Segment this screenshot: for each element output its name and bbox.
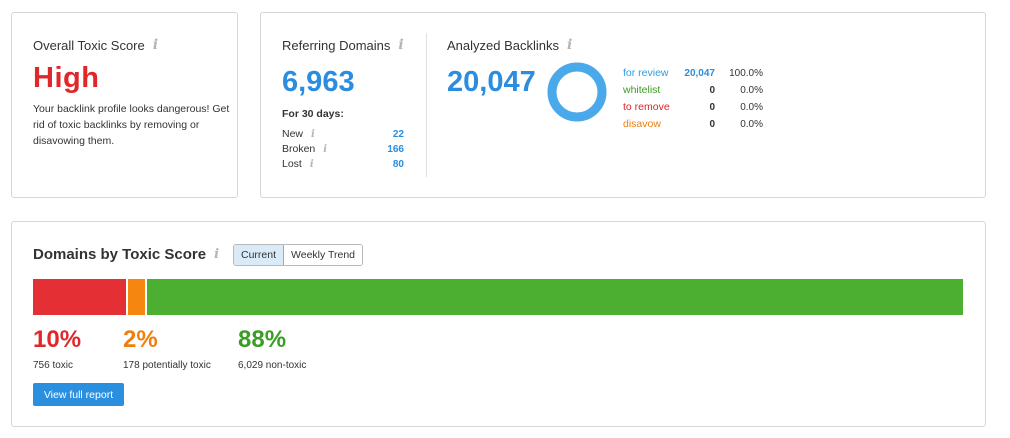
backlinks-row-percent: 0.0% <box>740 101 763 113</box>
referring-domains-header: Referring Domains i <box>282 37 404 53</box>
bar-segment-toxic[interactable] <box>33 279 126 315</box>
stat-toxic: 10% 756 toxic <box>33 326 81 371</box>
backlinks-row-value: 0 <box>709 101 715 113</box>
toxic-score-header: Overall Toxic Score i <box>33 37 158 53</box>
donut-arc-for-review <box>547 62 607 122</box>
info-icon[interactable]: i <box>152 37 159 53</box>
section-divider <box>426 33 427 177</box>
analyzed-backlinks-header: Analyzed Backlinks i <box>447 37 572 53</box>
stat-non-toxic: 88% 6,029 non-toxic <box>238 326 306 371</box>
info-icon[interactable]: i <box>311 128 315 140</box>
referring-row-value[interactable]: 166 <box>387 143 404 155</box>
info-icon[interactable]: i <box>323 143 328 155</box>
view-full-report-button[interactable]: View full report <box>33 383 124 406</box>
toxic-score-description: Your backlink profile looks dangerous! G… <box>33 103 230 147</box>
stat-label: 178 potentially toxic <box>123 360 211 371</box>
stat-percent: 10% <box>33 326 82 353</box>
referring-row-value[interactable]: 80 <box>392 158 404 170</box>
referring-backlinks-card: Referring Domains i 6,963 For 30 days: N… <box>260 12 986 198</box>
view-toggle: Current Weekly Trend <box>233 244 364 266</box>
backlinks-donut-chart <box>547 62 607 122</box>
domains-toxic-title: Domains by Toxic Score <box>33 246 207 263</box>
bar-segment-potentially-toxic[interactable] <box>126 279 145 315</box>
period-label: For 30 days: <box>282 108 344 120</box>
backlinks-row-percent: 0.0% <box>740 118 763 130</box>
stat-percent: 2% <box>123 326 158 353</box>
bar-segment-non-toxic[interactable] <box>144 279 963 315</box>
stat-label: 756 toxic <box>33 360 74 371</box>
backlinks-row-label[interactable]: to remove <box>623 101 670 113</box>
stat-potentially-toxic: 2% 178 potentially toxic <box>123 326 211 371</box>
referring-domains-title: Referring Domains <box>282 37 391 53</box>
tab-weekly-trend[interactable]: Weekly Trend <box>284 245 363 265</box>
referring-domains-count[interactable]: 6,963 <box>282 66 355 98</box>
overall-toxic-score-card: Overall Toxic Score i High Your backlink… <box>11 12 238 198</box>
backlinks-row-label[interactable]: disavow <box>623 118 661 130</box>
backlinks-row-whitelist: whitelist 0 0.0% <box>623 84 763 96</box>
backlinks-row-value[interactable]: 20,047 <box>684 67 715 79</box>
stat-percent: 88% <box>238 326 287 353</box>
backlinks-row-value: 0 <box>709 84 715 96</box>
referring-row-lost: Lost i 80 <box>282 158 404 170</box>
backlinks-row-percent: 100.0% <box>729 67 763 79</box>
referring-row-label: Broken <box>282 143 316 155</box>
stat-label: 6,029 non-toxic <box>238 360 307 371</box>
backlinks-row-label[interactable]: for review <box>623 67 669 79</box>
backlinks-row-value: 0 <box>709 118 715 130</box>
backlinks-row-percent: 0.0% <box>740 84 763 96</box>
referring-row-new: New i 22 <box>282 128 404 140</box>
info-icon[interactable]: i <box>567 37 573 53</box>
toxic-score-title: Overall Toxic Score <box>33 37 145 53</box>
domains-by-toxic-score-card: Domains by Toxic Score i Current Weekly … <box>11 221 986 427</box>
domains-toxic-header: Domains by Toxic Score i <box>33 246 219 263</box>
backlinks-row-to-remove: to remove 0 0.0% <box>623 101 763 113</box>
info-icon[interactable]: i <box>309 158 314 170</box>
referring-row-label: Lost <box>282 158 302 170</box>
analyzed-backlinks-title: Analyzed Backlinks <box>447 37 559 53</box>
toxic-score-bar <box>33 279 963 315</box>
referring-row-broken: Broken i 166 <box>282 143 404 155</box>
tab-current[interactable]: Current <box>234 245 285 265</box>
referring-row-value[interactable]: 22 <box>392 128 404 140</box>
info-icon[interactable]: i <box>398 37 404 53</box>
referring-row-label: New <box>282 128 304 140</box>
backlinks-row-for-review: for review 20,047 100.0% <box>623 67 763 79</box>
backlinks-row-disavow: disavow 0 0.0% <box>623 118 763 130</box>
analyzed-backlinks-count[interactable]: 20,047 <box>447 66 536 98</box>
info-icon[interactable]: i <box>214 247 220 262</box>
toxic-score-level: High <box>33 62 100 94</box>
backlinks-row-label[interactable]: whitelist <box>623 84 661 96</box>
